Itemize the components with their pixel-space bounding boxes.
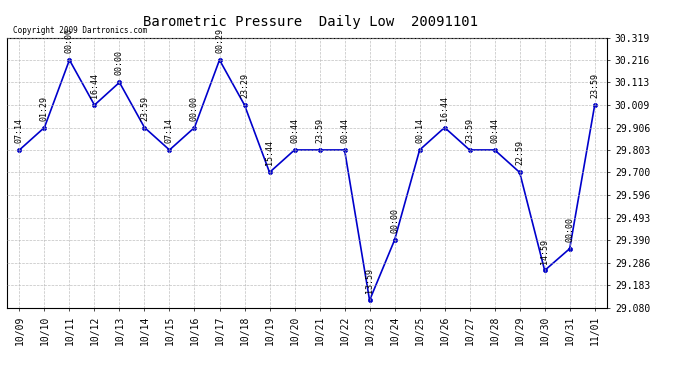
Text: 23:59: 23:59 bbox=[140, 96, 149, 120]
Text: 23:59: 23:59 bbox=[465, 118, 474, 143]
Text: 00:14: 00:14 bbox=[415, 118, 424, 143]
Text: 14:59: 14:59 bbox=[540, 238, 549, 264]
Text: 00:44: 00:44 bbox=[490, 118, 499, 143]
Text: 23:29: 23:29 bbox=[240, 73, 249, 98]
Text: Barometric Pressure  Daily Low  20091101: Barometric Pressure Daily Low 20091101 bbox=[143, 15, 478, 29]
Text: 15:44: 15:44 bbox=[265, 141, 274, 165]
Text: 16:44: 16:44 bbox=[440, 96, 449, 120]
Text: 16:44: 16:44 bbox=[90, 73, 99, 98]
Text: 01:29: 01:29 bbox=[40, 96, 49, 120]
Text: 22:59: 22:59 bbox=[515, 141, 524, 165]
Text: 00:00: 00:00 bbox=[190, 96, 199, 120]
Text: 13:59: 13:59 bbox=[365, 268, 374, 293]
Text: 23:59: 23:59 bbox=[590, 73, 599, 98]
Text: 07:14: 07:14 bbox=[165, 118, 174, 143]
Text: 00:44: 00:44 bbox=[290, 118, 299, 143]
Text: 07:14: 07:14 bbox=[15, 118, 24, 143]
Text: 00:44: 00:44 bbox=[340, 118, 349, 143]
Text: 00:00: 00:00 bbox=[65, 28, 74, 53]
Text: 00:00: 00:00 bbox=[565, 217, 574, 242]
Text: 23:59: 23:59 bbox=[315, 118, 324, 143]
Text: 00:29: 00:29 bbox=[215, 28, 224, 53]
Text: 00:00: 00:00 bbox=[115, 51, 124, 75]
Text: Copyright 2009 Dartronics.com: Copyright 2009 Dartronics.com bbox=[13, 26, 147, 35]
Text: 00:00: 00:00 bbox=[390, 208, 399, 233]
